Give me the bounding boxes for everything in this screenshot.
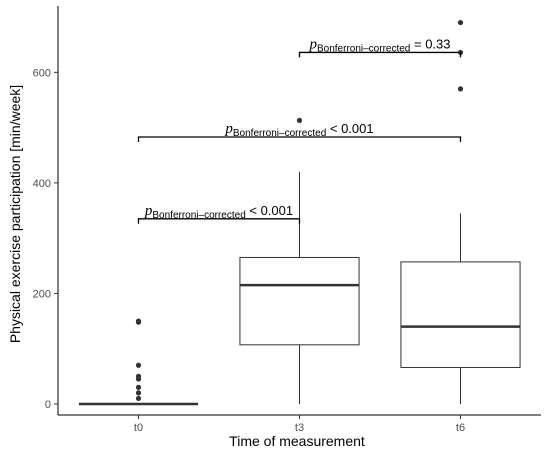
outlier-point (135, 373, 142, 379)
significance-bracket: pBonferroni–corrected = 0.33 (298, 36, 462, 58)
outlier-point (135, 395, 142, 402)
bracket-line (298, 51, 462, 58)
box-group-t3 (239, 117, 360, 404)
outlier-point (457, 86, 464, 92)
box-group-t6 (400, 19, 521, 404)
significance-annotations: pBonferroni–corrected < 0.001pBonferroni… (137, 36, 462, 224)
p-subscript: Bonferroni–corrected (152, 210, 245, 221)
p-value-label: pBonferroni–corrected = 0.33 (308, 36, 450, 54)
x-tick-label: t6 (456, 422, 465, 434)
box-iqr (239, 256, 360, 346)
p-subscript: Bonferroni–corrected (317, 43, 410, 54)
y-tick-label: 200 (33, 288, 51, 300)
outlier-point (135, 384, 142, 390)
p-relation: < 0.001 (246, 203, 293, 218)
x-tick-label: t3 (295, 422, 304, 434)
outlier-point (135, 318, 142, 324)
plot-area (78, 19, 521, 406)
outlier-point (135, 390, 142, 396)
p-symbol: p (144, 203, 153, 219)
significance-bracket: pBonferroni–corrected < 0.001 (137, 121, 462, 142)
bracket-line (137, 218, 301, 224)
y-tick-label: 0 (45, 399, 51, 411)
outlier-point (296, 117, 303, 124)
p-relation: < 0.001 (326, 121, 373, 136)
y-axis: 0 200 400 600 (33, 6, 59, 415)
p-value-label: pBonferroni–corrected < 0.001 (144, 203, 293, 221)
y-axis-title: Physical exercise participation [min/wee… (7, 85, 23, 343)
box-iqr (400, 261, 521, 368)
significance-bracket: pBonferroni–corrected < 0.001 (137, 203, 301, 224)
bracket-line (137, 136, 462, 142)
p-symbol: p (224, 121, 233, 137)
x-axis: t0 t3 t6 (58, 414, 541, 434)
box-group-t0 (78, 318, 199, 406)
p-symbol: p (308, 36, 317, 52)
outlier-point (135, 362, 142, 368)
p-value-label: pBonferroni–corrected < 0.001 (224, 121, 373, 139)
x-tick-label: t0 (134, 422, 143, 434)
p-subscript: Bonferroni–corrected (233, 128, 326, 139)
y-tick-label: 400 (33, 178, 51, 190)
x-axis-title: Time of measurement (229, 433, 365, 449)
y-tick-label: 600 (33, 67, 51, 79)
p-relation: = 0.33 (410, 36, 450, 51)
outlier-point (457, 19, 464, 26)
